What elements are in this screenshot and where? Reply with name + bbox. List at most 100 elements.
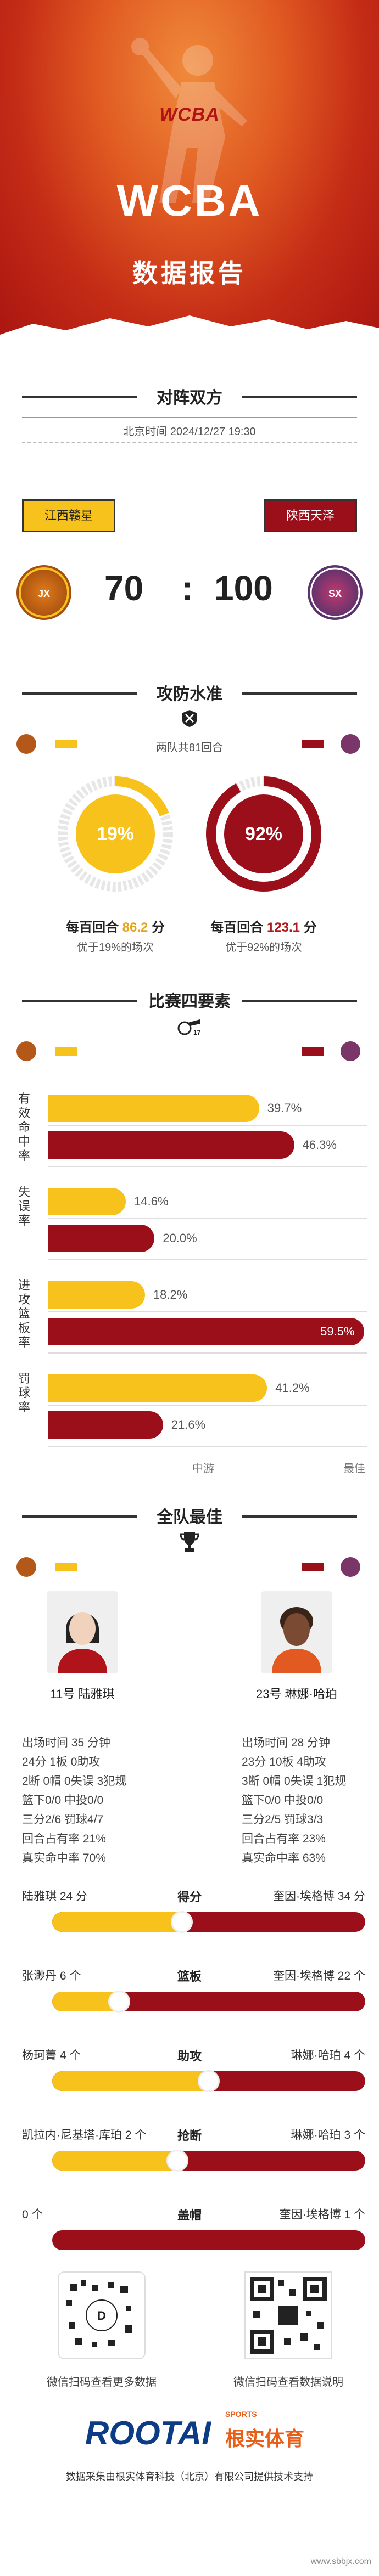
factor-label: 进攻篮板率 bbox=[18, 1278, 30, 1349]
dashed-divider bbox=[22, 442, 357, 443]
section-title-matchup: 对阵双方 bbox=[157, 389, 222, 407]
leader-left-label: 杨珂菁 4 个 bbox=[22, 2049, 81, 2062]
away-team-logo: SX bbox=[308, 565, 363, 620]
factor-label: 罚球率 bbox=[18, 1372, 30, 1414]
player-stat-line: 真实命中率 70% bbox=[22, 1852, 106, 1864]
score-separator: : bbox=[181, 568, 193, 608]
player-silhouette-icon bbox=[131, 38, 247, 203]
leader-bar-marker bbox=[170, 1911, 193, 1933]
factor-bar-away bbox=[48, 1131, 294, 1159]
home-efficiency-percent: 19% bbox=[96, 824, 135, 844]
leader-bar-home bbox=[52, 2071, 209, 2091]
player-stat-line: 三分2/6 罚球4/7 bbox=[22, 1813, 104, 1826]
divider-right bbox=[242, 1515, 357, 1518]
home-legend-swatch bbox=[55, 1563, 77, 1571]
page-subtitle: 数据报告 bbox=[132, 259, 247, 288]
away-legend-swatch bbox=[302, 740, 324, 748]
away-efficiency-sub: 优于92%的场次 bbox=[225, 942, 303, 954]
player-stat-line: 回合占有率 21% bbox=[22, 1833, 106, 1845]
qr-code-left[interactable]: D bbox=[58, 2271, 146, 2359]
factor-bar-away bbox=[48, 1411, 163, 1439]
factor-gridline bbox=[48, 1352, 367, 1354]
svg-text:D: D bbox=[97, 2309, 106, 2323]
factor-value-away: 59.5% bbox=[320, 1324, 355, 1338]
header-wave bbox=[0, 315, 379, 351]
factor-gridline bbox=[48, 1446, 367, 1447]
leader-category: 篮板 bbox=[177, 1970, 202, 1983]
trophy-icon bbox=[180, 1532, 199, 1552]
leader-right-label: 琳娜·哈珀 4 个 bbox=[291, 2049, 365, 2062]
section-title-four-factors: 比赛四要素 bbox=[148, 993, 231, 1011]
divider-right bbox=[242, 396, 357, 398]
factor-gridline bbox=[48, 1125, 367, 1126]
factor-value-away: 20.0% bbox=[163, 1231, 197, 1245]
factor-value-away: 46.3% bbox=[302, 1138, 337, 1152]
away-efficiency-percent: 92% bbox=[244, 824, 283, 844]
watermark: www.sbbjx.com bbox=[310, 2557, 371, 2566]
leader-bar-marker bbox=[198, 2070, 220, 2092]
wcba-logo: WCBA bbox=[159, 104, 220, 125]
factor-gridline bbox=[48, 1311, 367, 1312]
leader-category: 助攻 bbox=[177, 2049, 202, 2063]
svg-text:17: 17 bbox=[193, 1029, 201, 1036]
factor-value-away: 21.6% bbox=[171, 1418, 206, 1431]
leader-left-label: 陆雅琪 24 分 bbox=[22, 1890, 88, 1903]
home-efficiency-line: 每百回合 86.2 分 bbox=[65, 920, 165, 935]
leader-left-label: 张渺丹 6 个 bbox=[22, 1970, 81, 1982]
leader-bar-home bbox=[52, 2151, 177, 2171]
footer-brand: ROOTAI bbox=[85, 2415, 211, 2451]
factor-gridline bbox=[48, 1218, 367, 1219]
factor-value-home: 41.2% bbox=[275, 1381, 310, 1395]
home-efficiency-ring: 19% bbox=[55, 774, 176, 894]
away-efficiency-ring: 92% bbox=[203, 774, 324, 894]
player-stat-line: 23分 10板 4助攻 bbox=[242, 1756, 327, 1768]
home-team-logo: JX bbox=[16, 565, 71, 620]
home-player-name: 11号 陆雅琪 bbox=[50, 1687, 115, 1701]
away-legend-logo bbox=[341, 734, 360, 754]
player-stat-line: 篮下0/0 中投0/0 bbox=[22, 1794, 104, 1807]
leader-category: 得分 bbox=[177, 1890, 202, 1904]
possessions-note: 两队共81回合 bbox=[155, 742, 224, 754]
player-stat-line: 2断 0帽 0失误 3犯规 bbox=[22, 1775, 127, 1788]
leader-category: 盖帽 bbox=[177, 2208, 202, 2222]
leader-bar-away bbox=[52, 2230, 365, 2250]
axis-label-best: 最佳 bbox=[343, 1463, 365, 1475]
qr-right-caption: 微信扫码查看数据说明 bbox=[233, 2376, 343, 2388]
factor-bar-home bbox=[48, 1374, 267, 1402]
axis-label-mid: 中游 bbox=[192, 1463, 214, 1475]
divider-left bbox=[22, 396, 137, 398]
away-player-photo bbox=[261, 1591, 332, 1673]
leader-right-label: 奎因·埃格博 1 个 bbox=[279, 2208, 365, 2221]
leader-category: 抢断 bbox=[177, 2129, 202, 2143]
factor-gridline bbox=[48, 1405, 367, 1406]
qr-code-right[interactable] bbox=[244, 2271, 332, 2359]
leader-left-label: 0 个 bbox=[22, 2208, 43, 2221]
away-legend-swatch bbox=[302, 1047, 324, 1056]
away-team-tag: 陕西天泽 bbox=[264, 499, 357, 532]
factor-label: 有效命中率 bbox=[18, 1092, 30, 1163]
section-title-best: 全队最佳 bbox=[157, 1508, 222, 1526]
leader-bar-home bbox=[52, 1992, 119, 2011]
home-efficiency-sub: 优于19%的场次 bbox=[76, 942, 154, 954]
whistle-icon: 17 bbox=[177, 1019, 201, 1036]
divider-right bbox=[242, 1000, 357, 1002]
svg-text:SX: SX bbox=[328, 588, 342, 599]
qr-left-caption: 微信扫码查看更多数据 bbox=[47, 2376, 157, 2388]
leader-right-label: 奎因·埃格博 34 分 bbox=[272, 1890, 365, 1903]
home-team-tag: 江西赣星 bbox=[22, 499, 115, 532]
away-legend-swatch bbox=[302, 1563, 324, 1571]
home-legend-swatch bbox=[55, 740, 77, 748]
home-score: 70 bbox=[104, 568, 144, 608]
away-legend-logo bbox=[341, 1557, 360, 1577]
away-player-name: 23号 琳娜·哈珀 bbox=[256, 1687, 337, 1701]
page-title: WCBA bbox=[116, 176, 263, 225]
player-stat-line: 24分 1板 0助攻 bbox=[22, 1756, 101, 1768]
divider-left bbox=[22, 1000, 137, 1002]
player-stat-line: 真实命中率 63% bbox=[242, 1852, 326, 1864]
divider-left bbox=[22, 1515, 137, 1518]
leader-right-label: 琳娜·哈珀 3 个 bbox=[291, 2129, 365, 2141]
away-score: 100 bbox=[214, 568, 273, 608]
factor-bar-away bbox=[48, 1225, 155, 1252]
divider-left bbox=[22, 692, 137, 695]
